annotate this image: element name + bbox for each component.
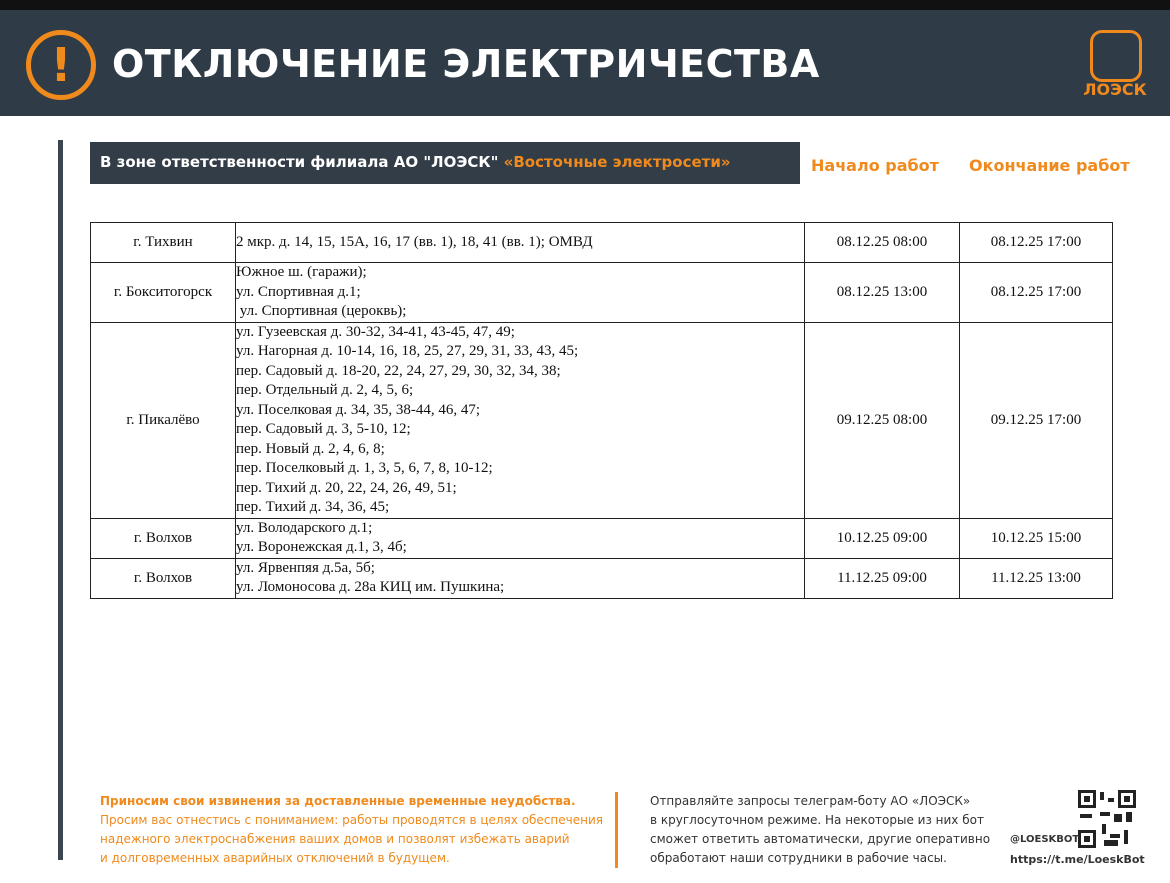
bot-info-line: обработают наши сотрудники в рабочие час… (650, 851, 947, 865)
header (0, 10, 1170, 116)
address-line: ул. Спортивная д.1; (236, 283, 361, 300)
address-line: ул. Ломоносова д. 28а КИЦ им. Пушкина; (236, 579, 505, 595)
city-cell: г. Тихвин (90, 222, 236, 263)
table-row: г. Бокситогорск Южное ш. (гаражи); ул. Спо… (90, 262, 1113, 323)
logo-mark (1090, 30, 1142, 82)
title: ОТКЛЮЧЕНИЕ ЭЛЕКТРИЧЕСТВА (112, 42, 820, 86)
address-line: пер. Поселковый д. 1, 3, 5, 6, 7, 8, 10-… (236, 460, 493, 476)
note-line: Просим вас отнестись с пониманием: работ… (100, 813, 603, 827)
address-line: пер. Отдельный д. 2, 4, 5, 6; (236, 382, 414, 398)
qr-code (1078, 790, 1136, 848)
column-head: Окончание работ (969, 156, 1130, 175)
table-row: г. Волхов ул. Володарского д.1; ул. Вороне… (90, 517, 1113, 559)
note-line: надежного электроснабжения ваших домов и… (100, 832, 570, 846)
end-cell: 08.12.25 17:00 (959, 262, 1113, 323)
address-line: ул. Гузеевская д. 30-32, 34-41, 43-45, 4… (236, 323, 515, 340)
city-cell: г. Волхов (90, 517, 236, 559)
banner: В зоне ответственности филиала АО "ЛОЭСК… (90, 142, 800, 184)
bot-handle: @LOESKBOT (1010, 834, 1080, 845)
address-cell: Южное ш. (гаражи); ул. Спортивная д.1; ул… (235, 262, 805, 323)
start-cell: 08.12.25 13:00 (804, 262, 960, 323)
start-cell: 10.12.25 09:00 (804, 517, 960, 559)
address-line: ул. Поселковая д. 34, 35, 38-44, 46, 47; (236, 401, 481, 418)
start-cell: 09.12.25 08:00 (804, 321, 960, 519)
bot-info-line: в круглосуточном режиме. На некоторые из… (650, 813, 984, 827)
banner-text: В зоне ответственности филиала АО "ЛОЭСК… (100, 153, 499, 171)
address-line: ул. Нагорная д. 10-14, 16, 18, 25, 27, 2… (236, 343, 579, 359)
end-cell: 08.12.25 17:00 (959, 222, 1113, 263)
note-line: и долговременных аварийных отключений в … (100, 851, 450, 865)
start-cell: 08.12.25 08:00 (804, 222, 960, 263)
bot-info-line: Отправляйте запросы телеграм-боту АО «ЛО… (650, 794, 971, 808)
address-line: пер. Тихий д. 34, 36, 45; (236, 499, 390, 515)
address-cell: 2 мкр. д. 14, 15, 15А, 16, 17 (вв. 1), 1… (235, 222, 805, 263)
table-row: г. Пикалёво ул. Гузеевская д. 30-32, 34-4… (90, 321, 1113, 519)
side-rule (58, 140, 63, 860)
banner-highlight: «Восточные электросети» (503, 153, 731, 171)
footer-divider (615, 792, 618, 868)
address-line: пер. Тихий д. 20, 22, 24, 26, 49, 51; (236, 479, 457, 496)
address-cell: ул. Гузеевская д. 30-32, 34-41, 43-45, 4… (235, 321, 805, 519)
bot-info-line: сможет ответить автоматически, другие оп… (650, 832, 991, 846)
table-row: г. Волхов ул. Ярвенпяя д.5а, 5б; ул. Ломон… (90, 557, 1113, 599)
address-cell: ул. Володарского д.1; ул. Воронежская д.1… (235, 517, 805, 559)
end-cell: 09.12.25 17:00 (959, 321, 1113, 519)
address-line: ул. Воронежская д.1, 3, 4б; (236, 539, 407, 555)
address-line: пер. Садовый д. 3, 5-10, 12; (236, 421, 411, 437)
city-cell: г. Волхов (90, 557, 236, 599)
address-line: пер. Новый д. 2, 4, 6, 8; (236, 440, 385, 457)
end-cell: 10.12.25 15:00 (959, 517, 1113, 559)
address-line: Южное ш. (гаражи); (236, 264, 367, 280)
warning-icon: ! (26, 30, 96, 100)
apology: Приносим свои извинения за доставленные … (100, 794, 576, 808)
bot-url[interactable]: https://t.me/LoeskBot (1010, 853, 1145, 866)
column-head: Начало работ (811, 156, 939, 175)
address-line: пер. Садовый д. 18-20, 22, 24, 27, 29, 3… (236, 362, 561, 379)
address-cell: ул. Ярвенпяя д.5а, 5б; ул. Ломоносова д. … (235, 557, 805, 599)
logo-text: ЛОЭСК (1083, 80, 1147, 99)
address-line: ул. Володарского д.1; (236, 519, 373, 536)
top-strip (0, 0, 1170, 10)
address-line: ул. Спортивная (цероквь); (236, 303, 407, 319)
city-cell: г. Пикалёво (90, 321, 236, 519)
outage-table: г. Тихвин 2 мкр. д. 14, 15, 15А, 16, 17 (… (90, 222, 1113, 599)
table-row: г. Тихвин 2 мкр. д. 14, 15, 15А, 16, 17 (… (90, 222, 1113, 263)
city-cell: г. Бокситогорск (90, 262, 236, 323)
address-line: ул. Ярвенпяя д.5а, 5б; (236, 559, 375, 576)
start-cell: 11.12.25 09:00 (804, 557, 960, 599)
end-cell: 11.12.25 13:00 (959, 557, 1113, 599)
footer-apology-block: Приносим свои извинения за доставленные … (100, 792, 603, 868)
footer-bot-info: Отправляйте запросы телеграм-боту АО «ЛО… (650, 792, 990, 868)
address-line: 2 мкр. д. 14, 15, 15А, 16, 17 (вв. 1), 1… (236, 233, 593, 250)
